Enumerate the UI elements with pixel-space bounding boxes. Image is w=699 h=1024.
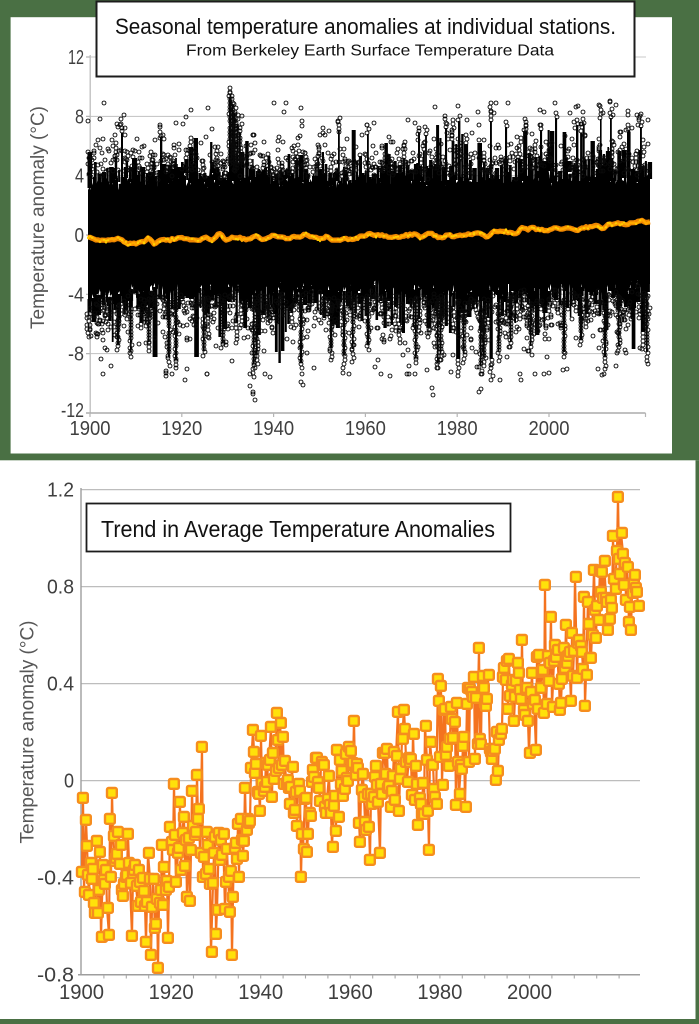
svg-text:Temperature anomaly (°C): Temperature anomaly (°C) bbox=[28, 106, 49, 329]
svg-text:Trend in Average Temperature A: Trend in Average Temperature Anomalies bbox=[101, 516, 495, 542]
svg-text:1940: 1940 bbox=[253, 418, 294, 440]
svg-text:-4: -4 bbox=[68, 284, 84, 306]
svg-text:8: 8 bbox=[75, 106, 84, 128]
svg-text:0.4: 0.4 bbox=[47, 674, 74, 696]
svg-text:1.2: 1.2 bbox=[47, 480, 74, 502]
svg-text:1900: 1900 bbox=[59, 980, 104, 1004]
svg-text:0: 0 bbox=[64, 771, 74, 793]
svg-text:1960: 1960 bbox=[345, 418, 386, 440]
svg-text:-0.8: -0.8 bbox=[37, 965, 74, 987]
svg-text:12: 12 bbox=[68, 47, 84, 69]
svg-text:-12: -12 bbox=[61, 400, 84, 422]
svg-text:0: 0 bbox=[75, 225, 85, 247]
svg-text:From Berkeley Earth Surface Te: From Berkeley Earth Surface Temperature … bbox=[186, 43, 554, 60]
svg-text:Seasonal temperature anomalies: Seasonal temperature anomalies at indivi… bbox=[115, 14, 616, 39]
svg-text:1920: 1920 bbox=[149, 980, 194, 1004]
svg-text:-8: -8 bbox=[68, 344, 84, 366]
svg-text:0.8: 0.8 bbox=[47, 577, 74, 599]
svg-text:2000: 2000 bbox=[529, 418, 570, 440]
svg-text:Temperature anomaly (°C): Temperature anomaly (°C) bbox=[18, 620, 39, 843]
svg-text:1940: 1940 bbox=[238, 980, 283, 1004]
svg-text:4: 4 bbox=[75, 166, 84, 188]
svg-text:1960: 1960 bbox=[328, 980, 373, 1004]
svg-text:1980: 1980 bbox=[437, 418, 478, 440]
svg-text:-0.4: -0.4 bbox=[37, 868, 74, 890]
svg-text:1980: 1980 bbox=[417, 980, 462, 1004]
svg-text:2000: 2000 bbox=[507, 980, 552, 1004]
svg-text:1900: 1900 bbox=[70, 418, 111, 440]
svg-text:1920: 1920 bbox=[161, 418, 202, 440]
